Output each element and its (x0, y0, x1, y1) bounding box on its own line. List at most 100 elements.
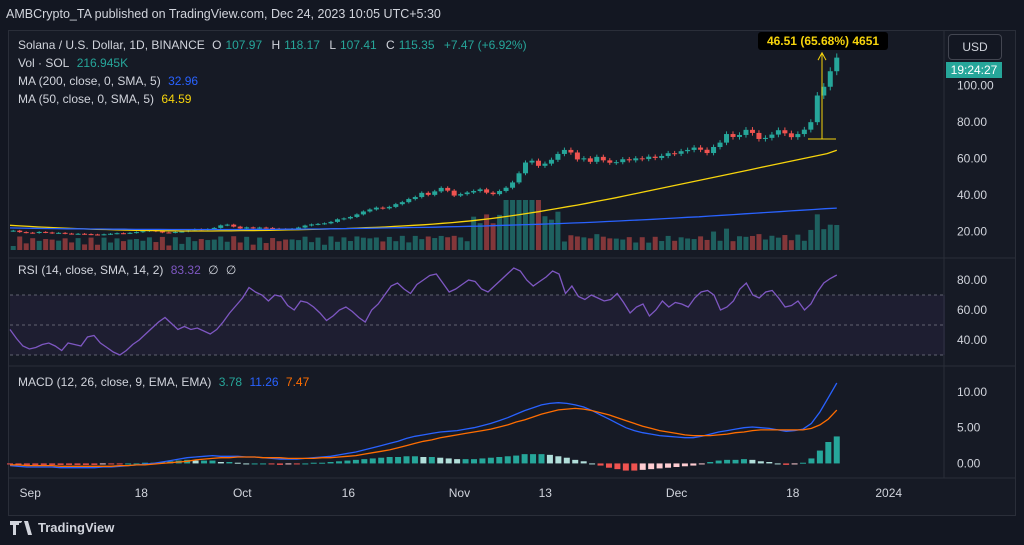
macd-histogram-bar (783, 463, 790, 465)
volume-bar (795, 234, 801, 250)
macd-histogram-bar (91, 463, 98, 465)
ma200-line (9, 207, 837, 231)
macd-histogram-bar (833, 436, 840, 464)
volume-bar (827, 224, 833, 250)
currency-button[interactable]: USD (948, 34, 1002, 60)
symbol-legend[interactable]: Solana / U.S. Dollar, 1D, BINANCE O 107.9… (18, 38, 531, 52)
rsi-legend[interactable]: RSI (14, close, SMA, 14, 2) 83.32 ∅ ∅ (18, 263, 240, 277)
measure-tool (808, 51, 836, 140)
macd-histogram-bar (74, 463, 81, 465)
macd-histogram-bar (605, 463, 612, 468)
volume-bar (814, 214, 820, 250)
volume-bar (756, 234, 762, 250)
time-axis-tick: Dec (666, 486, 687, 500)
volume-bar (535, 200, 541, 250)
candle-body (211, 227, 217, 229)
macd-pane (7, 382, 840, 471)
rsi-pane (9, 267, 945, 356)
candle-body (380, 207, 386, 209)
candle-body (302, 225, 308, 228)
candle-body (646, 156, 652, 160)
candle-body (471, 191, 477, 193)
tradingview-logo[interactable]: TradingView (10, 520, 114, 535)
candle-body (821, 86, 827, 96)
volume-bar (56, 240, 62, 250)
volume-bar (179, 243, 185, 250)
rsi-value: 83.32 (170, 263, 201, 277)
volume-bar (685, 238, 691, 250)
low-value: 107.41 (340, 38, 377, 52)
price-candles (10, 53, 840, 236)
candle-body (244, 227, 250, 229)
ma200-legend[interactable]: MA (200, close, 0, SMA, 5) 32.96 (18, 74, 202, 88)
macd-histogram-bar (631, 463, 638, 471)
symbol-title: Solana / U.S. Dollar, 1D, BINANCE (18, 38, 205, 52)
candle-body (49, 232, 55, 234)
candle-body (419, 192, 425, 198)
ma200-value: 32.96 (168, 74, 199, 88)
volume-bar (75, 238, 81, 250)
volume-bar (17, 236, 23, 250)
time-axis-tick: Sep (20, 486, 42, 500)
candle-body (62, 232, 68, 234)
candle-body (445, 187, 451, 191)
macd-histogram-bar (724, 459, 731, 464)
macd-histogram-bar (707, 462, 714, 464)
candle-body (250, 227, 256, 229)
candle-body (17, 230, 23, 233)
candle-body (412, 197, 418, 200)
measure-arrow (817, 51, 827, 61)
macd-histogram-bar (665, 463, 672, 468)
candle-body (730, 134, 736, 137)
candle-body (808, 122, 814, 130)
macd-histogram-bar (648, 463, 655, 470)
candle-body (69, 233, 75, 235)
time-axis-tick: 18 (135, 486, 149, 500)
macd-histogram-bar (319, 462, 326, 464)
candle-body (309, 224, 315, 226)
close-value: 115.35 (398, 38, 435, 52)
macd-histogram-bar (32, 463, 39, 465)
candle-body (607, 160, 613, 163)
volume-bar (471, 216, 477, 250)
macd-legend[interactable]: MACD (12, 26, close, 9, EMA, EMA) 3.78 1… (18, 375, 313, 389)
candle-body (685, 149, 691, 152)
candle-body (367, 209, 373, 212)
volume-bar (334, 241, 340, 250)
candle-body (574, 152, 580, 160)
volume-bar (108, 242, 114, 250)
volume-bar (185, 237, 191, 250)
volume-bar (62, 238, 68, 250)
candle-body (561, 149, 567, 154)
time-axis-tick: 18 (786, 486, 800, 500)
macd-histogram-bar (276, 463, 283, 465)
candle-body (633, 158, 639, 161)
macd-histogram-bar (800, 462, 807, 464)
macd-histogram-bar (386, 457, 393, 464)
ma50-legend[interactable]: MA (50, close, 0, SMA, 5) 64.59 (18, 92, 195, 106)
macd-histogram-bar (496, 457, 503, 464)
macd-histogram-bar (470, 459, 477, 464)
volume-bar (769, 235, 775, 250)
candle-body (516, 173, 522, 183)
candle-body (548, 159, 554, 164)
candle-body (503, 187, 509, 192)
volume-bar (257, 237, 263, 250)
volume-bar (23, 243, 29, 250)
candle-body (717, 142, 723, 148)
chart-frame[interactable] (8, 30, 1016, 516)
candle-body (769, 134, 775, 138)
time-axis-tick: 13 (539, 486, 553, 500)
macd-axis-tick: 0.00 (957, 456, 981, 470)
high-label: H (271, 38, 281, 52)
macd-histogram-bar (378, 457, 385, 464)
candle-body (464, 192, 470, 195)
volume-legend[interactable]: Vol · SOL 216.945K (18, 56, 132, 70)
macd-histogram-bar (437, 457, 444, 464)
macd-histogram-bar (816, 450, 823, 464)
volume-bar (432, 238, 438, 250)
volume-bar (425, 236, 431, 250)
macd-histogram-bar (403, 456, 410, 464)
volume-bar (224, 241, 230, 250)
